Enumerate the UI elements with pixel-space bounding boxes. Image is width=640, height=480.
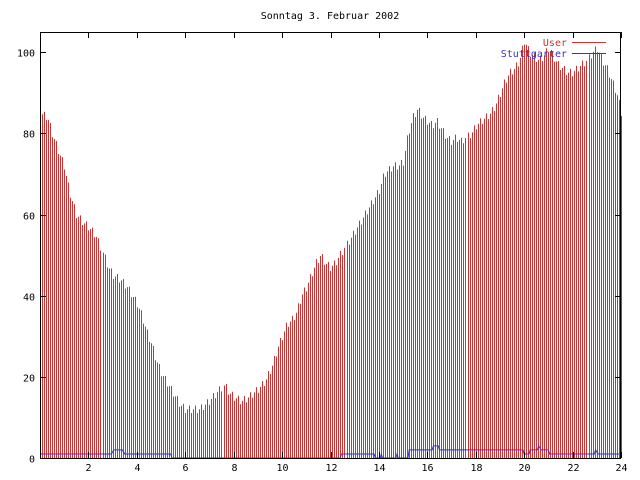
user-bars xyxy=(40,44,622,458)
x-tick-label: 24 xyxy=(615,463,627,474)
x-tick-label: 16 xyxy=(421,463,433,474)
plot-border xyxy=(40,32,621,459)
y-tick-label: 80 xyxy=(23,130,35,141)
x-tick-label: 18 xyxy=(470,463,482,474)
stuttgarter-series-line xyxy=(40,444,621,459)
x-tick-label: 12 xyxy=(325,463,337,474)
x-tick-label: 6 xyxy=(182,463,188,474)
y-tick-label: 60 xyxy=(23,212,35,223)
x-tick-label: 20 xyxy=(518,463,530,474)
chart-title: Sonntag 3. Februar 2002 xyxy=(261,11,399,22)
y-tick-label: 100 xyxy=(17,49,35,60)
stuttgarter-line xyxy=(40,444,621,459)
x-tick-label: 10 xyxy=(276,463,288,474)
legend-label-user: User xyxy=(543,38,567,49)
x-tick-label: 8 xyxy=(231,463,237,474)
x-tick-label: 22 xyxy=(567,463,579,474)
legend-label-stuttgarter: Stuttgarter xyxy=(501,49,567,60)
x-tick-label: 4 xyxy=(134,463,140,474)
legend: User Stuttgarter xyxy=(501,38,606,60)
y-tick-label: 40 xyxy=(23,293,35,304)
x-tick-label: 14 xyxy=(373,463,385,474)
x-tick-label: 2 xyxy=(85,463,91,474)
y-tick-label: 20 xyxy=(23,374,35,385)
y-tick-label: 0 xyxy=(29,455,35,466)
